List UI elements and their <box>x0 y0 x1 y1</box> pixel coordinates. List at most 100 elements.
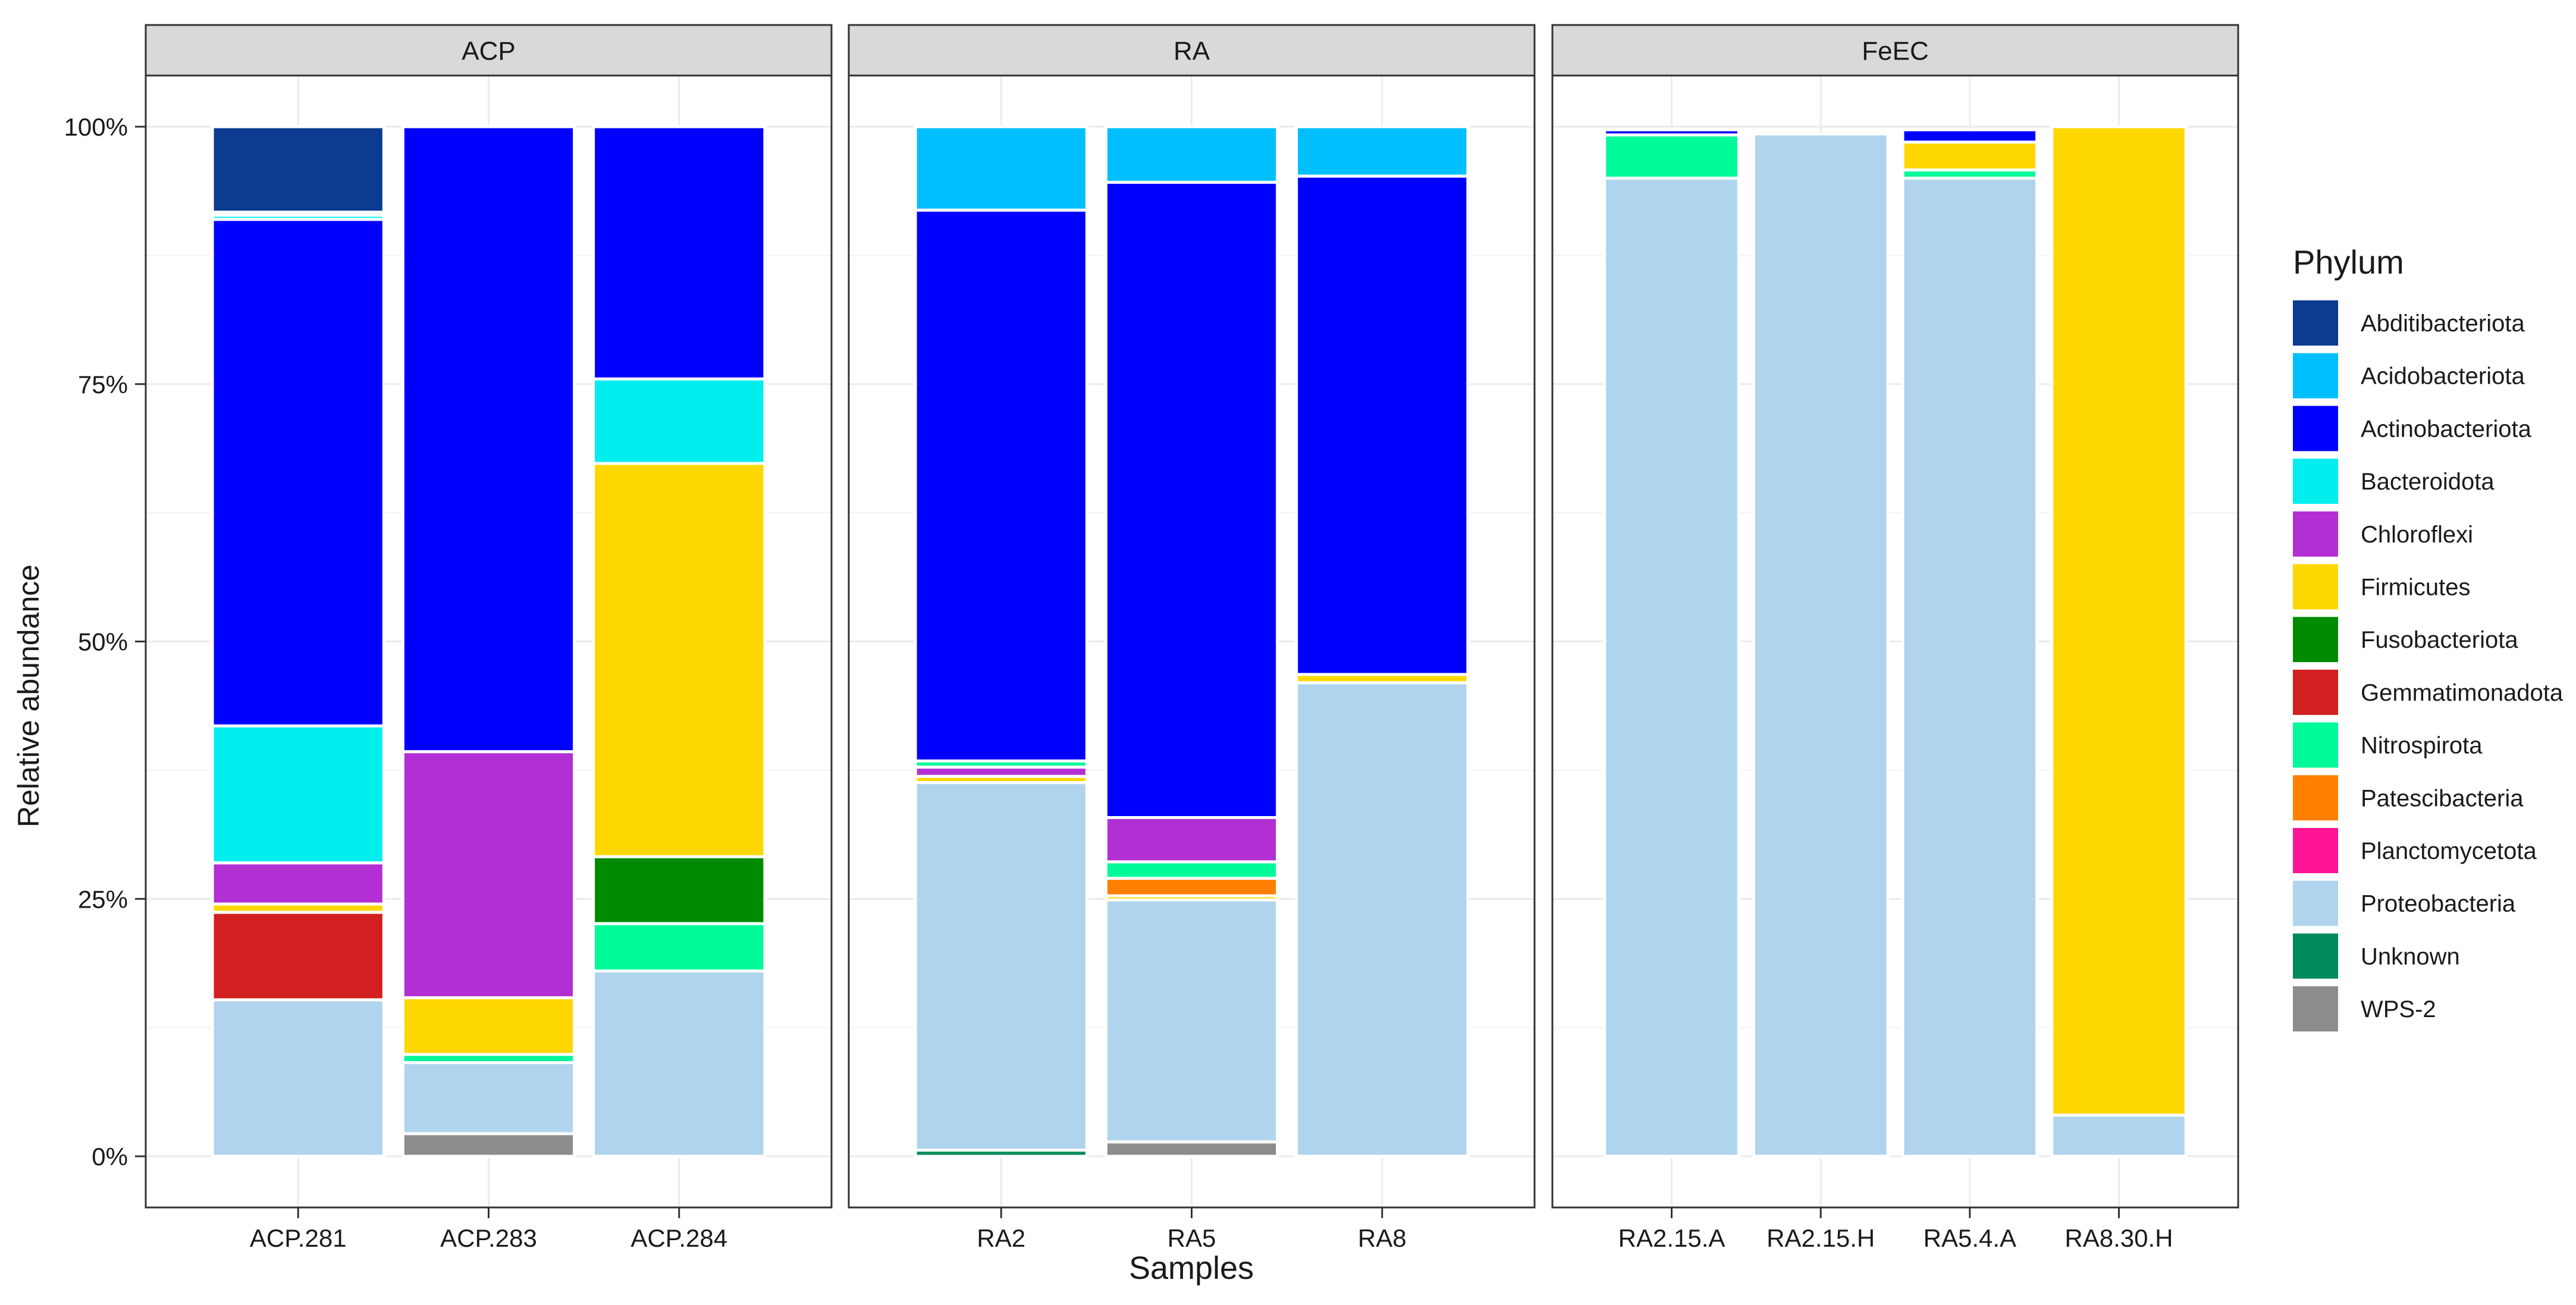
bar-segment-ra5-4-a-firmicutes <box>1901 140 2039 172</box>
bar-segment-acp-284-actinobacteriota <box>592 125 767 381</box>
x-tick-label-ra2-15-a: RA2.15.A <box>1618 1224 1725 1252</box>
legend-label-chloroflexi: Chloroflexi <box>2361 522 2473 548</box>
x-tick-label-acp-281: ACP.281 <box>250 1224 347 1252</box>
bar-segment-ra2-15-a-nitrospirota <box>1603 133 1740 180</box>
strip-label-acp: ACP <box>462 37 515 66</box>
legend-swatch-gemmatimonadota <box>2293 669 2338 715</box>
bar-ra5 <box>1104 125 1279 1158</box>
x-tick-label-ra8: RA8 <box>1358 1224 1407 1252</box>
legend-swatch-firmicutes <box>2293 564 2338 610</box>
legend-item-fusobacteriota: Fusobacteriota <box>2293 617 2518 663</box>
bar-ra8 <box>1295 125 1470 1158</box>
bar-segment-acp-283-wps-2 <box>401 1132 576 1158</box>
bar-acp-281 <box>211 125 385 1158</box>
legend-item-planctomycetota: Planctomycetota <box>2293 828 2537 873</box>
bar-ra8-30-h <box>2050 125 2188 1158</box>
legend-swatch-planctomycetota <box>2293 828 2338 873</box>
bar-segment-acp-284-fusobacteriota <box>592 855 767 926</box>
legend-item-proteobacteria: Proteobacteria <box>2293 880 2516 926</box>
legend-swatch-abditibacteriota <box>2293 300 2338 346</box>
bar-segment-ra5-4-a-actinobacteriota <box>1901 128 2039 144</box>
bar-segment-ra5-wps-2 <box>1104 1140 1279 1158</box>
bar-acp-284 <box>592 125 767 1158</box>
legend-swatch-nitrospirota <box>2293 722 2338 768</box>
bar-ra5-4-a <box>1901 128 2039 1158</box>
bar-segment-ra5-4-a-proteobacteria <box>1901 177 2039 1158</box>
bar-segment-acp-284-firmicutes <box>592 462 767 858</box>
bar-ra2 <box>914 125 1088 1158</box>
legend-label-unknown: Unknown <box>2361 943 2460 970</box>
x-tick-label-ra5-4-a: RA5.4.A <box>1924 1224 2016 1252</box>
legend-swatch-actinobacteriota <box>2293 406 2338 451</box>
bar-ra2-15-a <box>1603 128 1740 1158</box>
x-tick-label-acp-283: ACP.283 <box>440 1224 537 1252</box>
legend: Phylum Abditibacteriota Acidobacteriota Act… <box>2293 243 2564 1032</box>
x-axis-title: Samples <box>1129 1250 1254 1286</box>
legend-label-gemmatimonadota: Gemmatimonadota <box>2361 680 2564 706</box>
y-axis: 0% 25% 50% 75% 100% <box>64 113 146 1171</box>
legend-swatch-acidobacteriota <box>2293 353 2338 399</box>
legend-label-acidobacteriota: Acidobacteriota <box>2361 363 2525 390</box>
y-tick-label: 25% <box>78 885 128 913</box>
x-tick-label-ra5: RA5 <box>1168 1224 1216 1252</box>
legend-label-bacteroidota: Bacteroidota <box>2361 469 2495 495</box>
bar-segment-ra5-actinobacteriota <box>1104 180 1279 820</box>
legend-item-actinobacteriota: Actinobacteriota <box>2293 406 2532 451</box>
legend-item-firmicutes: Firmicutes <box>2293 564 2470 610</box>
bar-segment-acp-281-abditibacteriota <box>211 125 385 214</box>
legend-item-nitrospirota: Nitrospirota <box>2293 722 2483 768</box>
panel-border-feec <box>1551 74 2239 1209</box>
y-tick-label: 75% <box>78 371 128 399</box>
legend-label-wps-2: WPS-2 <box>2361 996 2436 1022</box>
legend-item-unknown: Unknown <box>2293 933 2460 979</box>
y-tick-label: 50% <box>78 628 128 656</box>
bar-segment-acp-283-actinobacteriota <box>401 125 576 754</box>
legend-item-abditibacteriota: Abditibacteriota <box>2293 300 2525 346</box>
bar-segment-acp-281-gemmatimonadota <box>211 911 385 1002</box>
legend-label-proteobacteria: Proteobacteria <box>2361 891 2516 917</box>
legend-label-firmicutes: Firmicutes <box>2361 575 2470 601</box>
bar-segment-acp-281-proteobacteria <box>211 998 385 1158</box>
bar-segment-ra5-patescibacteria <box>1104 877 1279 898</box>
legend-title: Phylum <box>2293 243 2404 281</box>
legend-swatch-bacteroidota <box>2293 459 2338 504</box>
bar-segment-ra8-proteobacteria <box>1295 681 1470 1158</box>
bar-segment-ra5-nitrospirota <box>1104 860 1279 880</box>
panel-border-ra <box>848 74 1536 1209</box>
legend-swatch-proteobacteria <box>2293 880 2338 926</box>
legend-item-bacteroidota: Bacteroidota <box>2293 459 2495 504</box>
legend-label-nitrospirota: Nitrospirota <box>2361 733 2483 759</box>
bar-segment-ra5-proteobacteria <box>1104 898 1279 1144</box>
bar-segment-acp-281-chloroflexi <box>211 861 385 906</box>
legend-item-acidobacteriota: Acidobacteriota <box>2293 353 2525 399</box>
bar-segment-ra5-chloroflexi <box>1104 816 1279 864</box>
bar-segment-ra8-30-h-firmicutes <box>2050 125 2188 1117</box>
bar-segment-acp-281-bacteroidota <box>211 724 385 865</box>
bar-segment-acp-283-firmicutes <box>401 996 576 1056</box>
bar-segment-acp-283-chloroflexi <box>401 750 576 999</box>
bar-segment-ra2-15-a-actinobacteriota <box>1603 128 1740 137</box>
legend-label-fusobacteriota: Fusobacteriota <box>2361 627 2518 653</box>
strip-acp <box>145 24 833 77</box>
legend-item-patescibacteria: Patescibacteria <box>2293 775 2524 821</box>
x-tick-label-ra2-15-h: RA2.15.H <box>1767 1224 1875 1252</box>
x-tick-label-acp-284: ACP.284 <box>630 1224 727 1252</box>
strip-label-feec: FeEC <box>1862 37 1928 66</box>
legend-item-chloroflexi: Chloroflexi <box>2293 511 2473 557</box>
y-tick-label: 0% <box>92 1143 128 1171</box>
x-tick-label-ra2: RA2 <box>977 1224 1025 1252</box>
bar-segment-ra2-15-h-proteobacteria <box>1752 132 1890 1158</box>
bar-segment-ra8-acidobacteriota <box>1295 125 1470 178</box>
panel-feec: FeEC RA2.15.A RA2.15.H RA5.4.A RA8.30.H <box>1551 24 2239 1252</box>
bar-acp-283 <box>401 125 576 1158</box>
bar-segment-ra8-30-h-proteobacteria <box>2050 1113 2188 1158</box>
legend-swatch-chloroflexi <box>2293 511 2338 557</box>
bar-segment-acp-284-proteobacteria <box>592 969 767 1158</box>
legend-swatch-unknown <box>2293 933 2338 979</box>
bar-segment-ra8-actinobacteriota <box>1295 174 1470 676</box>
legend-label-planctomycetota: Planctomycetota <box>2361 838 2537 864</box>
legend-item-gemmatimonadota: Gemmatimonadota <box>2293 669 2564 715</box>
bar-segment-ra2-proteobacteria <box>914 781 1088 1152</box>
bar-segment-ra2-actinobacteriota <box>914 208 1088 763</box>
